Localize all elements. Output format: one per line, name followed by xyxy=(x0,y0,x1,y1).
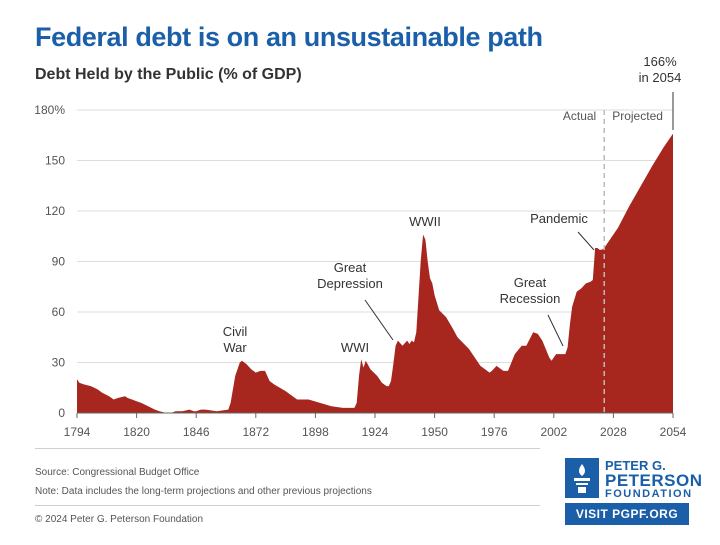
x-tick-label: 1846 xyxy=(183,425,210,439)
peterson-logo[interactable]: PETER G. PETERSON FOUNDATION xyxy=(565,458,702,500)
annotation-pandemic: Pandemic xyxy=(530,211,588,226)
footer-divider xyxy=(35,448,540,449)
annotation-great-recession-leader xyxy=(547,314,564,347)
page-title: Federal debt is on an unsustainable path xyxy=(35,22,543,52)
annotation-2054-value: 166% in 2054 xyxy=(639,54,682,85)
copyright-text: © 2024 Peter G. Peterson Foundation xyxy=(35,514,204,525)
y-tick-label: 30 xyxy=(52,356,66,370)
footer-divider-2 xyxy=(35,505,540,506)
actual-label: Actual xyxy=(563,109,596,123)
annotation-wwi: WWI xyxy=(341,340,369,355)
y-tick-label: 60 xyxy=(52,305,66,319)
x-tick-label: 1924 xyxy=(362,425,389,439)
torch-icon xyxy=(565,458,599,498)
annotation-great-recession: Great Recession xyxy=(500,275,561,306)
annotation-pandemic-leader xyxy=(577,231,595,251)
note-text: Note: Data includes the long-term projec… xyxy=(35,486,372,497)
x-tick-label: 1976 xyxy=(481,425,508,439)
visit-website-button[interactable]: VISIT PGPF.ORG xyxy=(565,503,689,525)
source-text: Source: Congressional Budget Office xyxy=(35,467,200,478)
x-tick-label: 2028 xyxy=(600,425,627,439)
x-tick-label: 2054 xyxy=(660,425,687,439)
annotation-civil-war: Civil War xyxy=(223,324,248,355)
projected-label: Projected xyxy=(612,109,663,123)
annotation-great-depression-leader xyxy=(364,299,394,341)
y-tick-label: 90 xyxy=(52,255,66,269)
x-tick-label: 1794 xyxy=(64,425,91,439)
chart-subtitle: Debt Held by the Public (% of GDP) xyxy=(35,66,302,83)
x-tick-label: 1898 xyxy=(302,425,329,439)
y-tick-label: 120 xyxy=(45,204,65,218)
x-tick-label: 1820 xyxy=(123,425,150,439)
y-tick-label: 150 xyxy=(45,154,65,168)
logo-text-line3: FOUNDATION xyxy=(605,488,693,500)
logo-text-line2: PETERSON xyxy=(605,471,703,490)
x-tick-label: 1950 xyxy=(421,425,448,439)
annotation-great-depression: Great Depression xyxy=(317,260,383,291)
logo-text-line1: PETER G. xyxy=(605,458,666,473)
y-tick-label: 0 xyxy=(58,406,65,420)
y-tick-label: 180% xyxy=(34,103,65,117)
debt-chart: 0 30 60 90 120 150 180% 1794 1820 1846 1872 1898 192… xyxy=(34,54,687,439)
debt-area-series xyxy=(77,133,673,413)
x-tick-label: 2002 xyxy=(540,425,567,439)
annotation-wwii: WWII xyxy=(409,214,441,229)
x-tick-label: 1872 xyxy=(242,425,269,439)
